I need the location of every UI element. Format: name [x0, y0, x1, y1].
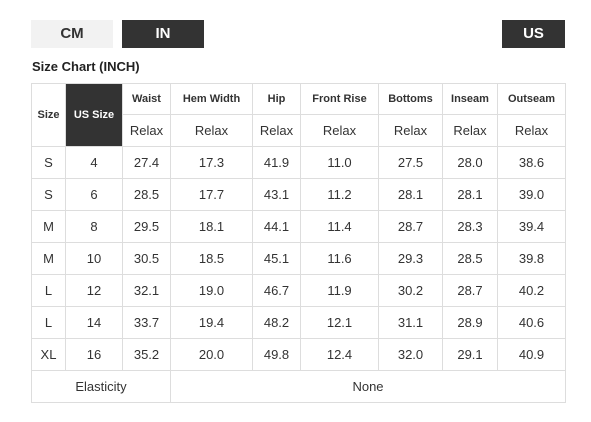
table-cell: 19.4 [170, 306, 253, 339]
footer-label: Elasticity [31, 370, 171, 403]
table-cell: M [31, 210, 66, 243]
table-cell: M [31, 242, 66, 275]
table-cell: 49.8 [252, 338, 301, 371]
subheader-cell: Relax [378, 114, 443, 147]
table-cell: 12 [65, 274, 123, 307]
table-cell: S [31, 146, 66, 179]
header-cell: Size [31, 83, 66, 147]
table-cell: L [31, 274, 66, 307]
chart-title: Size Chart (INCH) [32, 59, 140, 74]
table-row: S 6 28.5 17.7 43.1 11.2 28.1 28.1 39.0 [31, 178, 566, 211]
header-cell: Inseam [442, 83, 498, 115]
table-cell: 30.5 [122, 242, 171, 275]
table-cell: 12.1 [300, 306, 379, 339]
table-cell: 28.3 [442, 210, 498, 243]
table-row: L 12 32.1 19.0 46.7 11.9 30.2 28.7 40.2 [31, 274, 566, 307]
table-cell: 19.0 [170, 274, 253, 307]
table-cell: 28.0 [442, 146, 498, 179]
size-table: Size US Size Waist Hem Width Hip Front Rise Bo… [31, 83, 566, 403]
table-cell: 6 [65, 178, 123, 211]
table-cell: 39.0 [497, 178, 566, 211]
table-cell: 11.4 [300, 210, 379, 243]
subheader-cell: Relax [497, 114, 566, 147]
header-cell: US Size [65, 83, 123, 147]
footer-value: None [170, 370, 566, 403]
table-cell: 39.4 [497, 210, 566, 243]
table-cell: 35.2 [122, 338, 171, 371]
table-cell: 11.9 [300, 274, 379, 307]
table-cell: 11.6 [300, 242, 379, 275]
table-row: Size US Size Waist Hem Width Hip Front Rise Bo… [31, 83, 566, 147]
table-cell: 32.1 [122, 274, 171, 307]
table-cell: 12.4 [300, 338, 379, 371]
header-cell: Outseam [497, 83, 566, 115]
table-cell: 28.7 [378, 210, 443, 243]
table-cell: 28.1 [378, 178, 443, 211]
table-cell: 29.1 [442, 338, 498, 371]
table-cell: 28.5 [442, 242, 498, 275]
table-cell: 29.5 [122, 210, 171, 243]
subheader-cell: Relax [170, 114, 253, 147]
table-cell: 46.7 [252, 274, 301, 307]
table-cell: 28.1 [442, 178, 498, 211]
table-cell: 28.9 [442, 306, 498, 339]
header-cell: Front Rise [300, 83, 379, 115]
subheader-cell: Relax [252, 114, 301, 147]
table-cell: 11.0 [300, 146, 379, 179]
table-cell: 17.7 [170, 178, 253, 211]
table-cell: 20.0 [170, 338, 253, 371]
table-cell: 8 [65, 210, 123, 243]
table-cell: 17.3 [170, 146, 253, 179]
subheader-cell: Relax [300, 114, 379, 147]
table-cell: 40.2 [497, 274, 566, 307]
header-cell: Hem Width [170, 83, 253, 115]
table-cell: 28.5 [122, 178, 171, 211]
table-cell: 39.8 [497, 242, 566, 275]
unit-tab-active[interactable]: IN [122, 20, 204, 48]
subheader-cell: Relax [442, 114, 498, 147]
table-cell: 32.0 [378, 338, 443, 371]
table-cell: XL [31, 338, 66, 371]
table-cell: 48.2 [252, 306, 301, 339]
table-row: Relax Relax Relax Relax Relax Relax Relax [32, 114, 566, 147]
table-cell: 28.7 [442, 274, 498, 307]
table-cell: 38.6 [497, 146, 566, 179]
table-cell: 33.7 [122, 306, 171, 339]
table-row: L 14 33.7 19.4 48.2 12.1 31.1 28.9 40.6 [31, 306, 566, 339]
table-cell: 44.1 [252, 210, 301, 243]
header-cell: Hip [252, 83, 301, 115]
header-cell: Bottoms [378, 83, 443, 115]
table-cell: 40.9 [497, 338, 566, 371]
table-row: M 8 29.5 18.1 44.1 11.4 28.7 28.3 39.4 [31, 210, 566, 243]
unit-tab[interactable]: CM [31, 20, 113, 48]
table-cell: 29.3 [378, 242, 443, 275]
table-cell: 41.9 [252, 146, 301, 179]
table-cell: 27.4 [122, 146, 171, 179]
table-cell: 31.1 [378, 306, 443, 339]
table-row: XL 16 35.2 20.0 49.8 12.4 32.0 29.1 40.9 [31, 338, 566, 371]
subheader-cell: Relax [122, 114, 171, 147]
header-cell: Waist [122, 83, 171, 115]
table-cell: L [31, 306, 66, 339]
table-cell: 4 [65, 146, 123, 179]
region-button[interactable]: US [502, 20, 565, 48]
table-cell: 30.2 [378, 274, 443, 307]
table-cell: 11.2 [300, 178, 379, 211]
table-row: Elasticity None [31, 370, 566, 403]
table-row: S 4 27.4 17.3 41.9 11.0 27.5 28.0 38.6 [31, 146, 566, 179]
table-cell: 43.1 [252, 178, 301, 211]
table-cell: 14 [65, 306, 123, 339]
table-cell: 18.1 [170, 210, 253, 243]
table-cell: 16 [65, 338, 123, 371]
table-row: M 10 30.5 18.5 45.1 11.6 29.3 28.5 39.8 [31, 242, 566, 275]
table-cell: 45.1 [252, 242, 301, 275]
table-cell: S [31, 178, 66, 211]
table-cell: 10 [65, 242, 123, 275]
table-cell: 40.6 [497, 306, 566, 339]
table-cell: 27.5 [378, 146, 443, 179]
table-cell: 18.5 [170, 242, 253, 275]
